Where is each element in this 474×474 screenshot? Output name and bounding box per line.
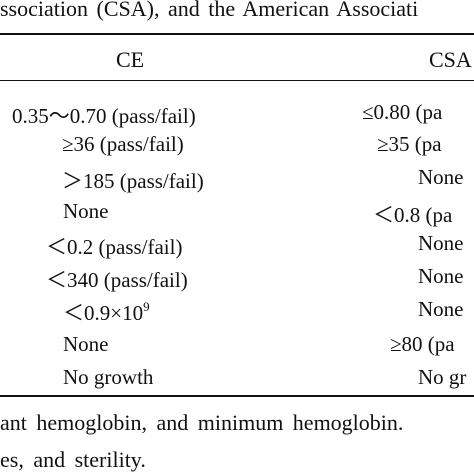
ce-cell-7: ＜0.9×109 [63, 297, 150, 327]
ce-cell-9: No growth [63, 365, 154, 389]
table-header-rule [0, 80, 474, 81]
ce-cell-1: 0.35～0.70 (pass/fail) [12, 104, 196, 128]
table-caption: ssociation (CSA), and the American Assoc… [0, 0, 419, 21]
csa-cell-6: None [418, 264, 464, 288]
csa-cell-1: ≤0.80 (pa [362, 100, 443, 124]
csa-cell-9: No gr [418, 365, 467, 389]
table-top-rule [0, 33, 474, 35]
footnote-line-2: es, and sterility. [0, 447, 146, 472]
csa-cell-2: ≥35 (pa [377, 132, 442, 156]
table-bottom-rule [0, 395, 474, 397]
ce-cell-5: ＜0.2 (pass/fail) [46, 235, 183, 259]
csa-cell-8: ≥80 (pa [390, 332, 455, 356]
ce-cell-4: None [63, 199, 109, 223]
column-header-ce: CE [116, 47, 145, 72]
ce-cell-6: ＜340 (pass/fail) [46, 268, 188, 292]
ce-cell-7-exponent: 9 [143, 299, 150, 314]
footnote-line-1: ant hemoglobin, and minimum hemoglobin. [0, 410, 404, 435]
column-header-csa: CSA [429, 47, 472, 72]
ce-cell-3: ＞185 (pass/fail) [62, 169, 204, 193]
csa-cell-7: None [418, 297, 464, 321]
ce-cell-7-base: ＜0.9×10 [63, 301, 144, 325]
ce-cell-2: ≥36 (pass/fail) [62, 132, 184, 156]
csa-cell-5: None [418, 231, 464, 255]
ce-cell-8: None [63, 332, 109, 356]
csa-cell-4: ＜0.8 (pa [373, 203, 453, 227]
csa-cell-3: None [418, 165, 464, 189]
